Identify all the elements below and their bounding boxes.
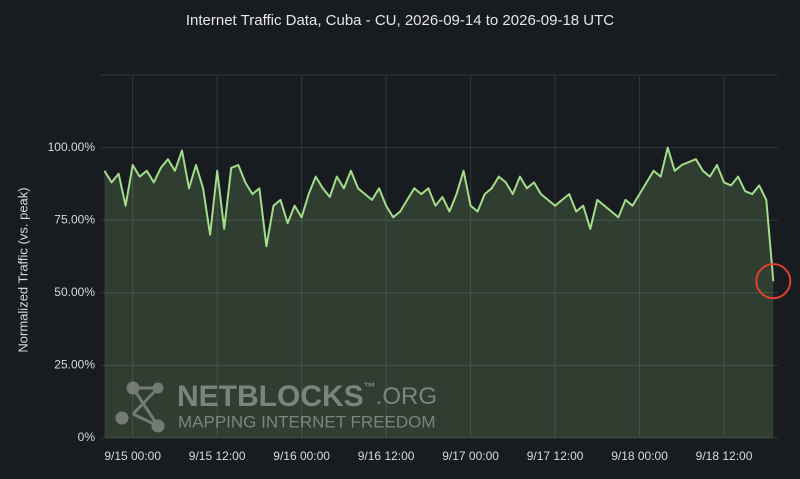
x-tick-label: 9/17 12:00 — [527, 449, 584, 463]
x-tick-label: 9/16 00:00 — [273, 449, 330, 463]
y-tick-label: 50.00% — [54, 285, 95, 299]
watermark-tm: ™ — [364, 380, 376, 394]
watermark-logo — [115, 381, 165, 433]
chart-title: Internet Traffic Data, Cuba - CU, 2026-0… — [186, 12, 614, 29]
y-tick-label: 100.00% — [48, 140, 96, 154]
watermark-brand: NETBLOCKS™.ORG — [177, 380, 437, 413]
x-tick-label: 9/17 00:00 — [442, 449, 499, 463]
watermark-domain: .ORG — [376, 383, 437, 410]
watermark-brand-text: NETBLOCKS — [177, 380, 364, 413]
y-tick-label: 0% — [78, 430, 96, 444]
y-tick-label: 75.00% — [54, 212, 95, 226]
y-tick-label: 25.00% — [54, 358, 95, 372]
line — [103, 146, 775, 282]
x-tick-label: 9/16 12:00 — [358, 449, 415, 463]
x-tick-label: 9/15 12:00 — [189, 449, 246, 463]
x-tick-label: 9/18 12:00 — [696, 449, 753, 463]
x-tick-label: 9/18 00:00 — [611, 449, 668, 463]
watermark-tagline: MAPPING INTERNET FREEDOM — [178, 412, 436, 431]
x-tick-label: 9/15 00:00 — [104, 449, 161, 463]
watermark: NETBLOCKS™.ORG MAPPING INTERNET FREEDOM — [115, 380, 437, 433]
highlight-circle — [755, 263, 792, 300]
y-axis-label: Normalized Traffic (vs. peak) — [15, 187, 30, 352]
